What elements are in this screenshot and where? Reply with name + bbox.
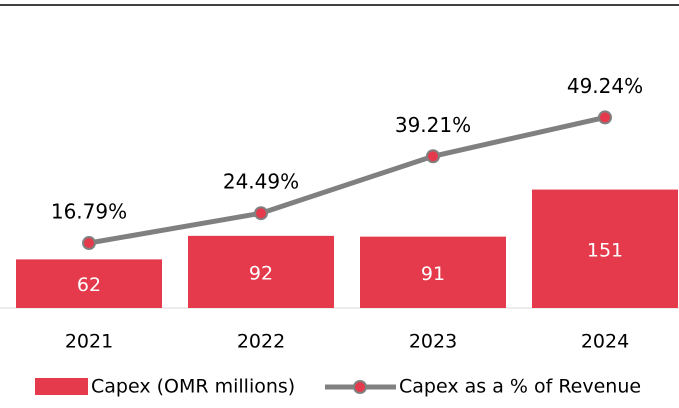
line	[88, 114, 606, 246]
line-marker	[254, 206, 268, 221]
bar-label: 91	[421, 263, 445, 285]
bar	[16, 259, 162, 308]
line-marker	[426, 149, 440, 164]
line-label: 16.79%	[51, 200, 127, 224]
bar	[532, 189, 678, 308]
x-tick-label: 2023	[409, 331, 457, 353]
bar-label: 62	[77, 274, 101, 296]
legend-label: Capex (OMR millions)	[91, 376, 295, 398]
line-marker	[598, 110, 612, 125]
x-tick-label: 2022	[237, 331, 285, 353]
line-marker	[82, 236, 96, 251]
bar	[188, 235, 334, 308]
legend-marker	[353, 380, 367, 394]
legend-label: Capex as a % of Revenue	[399, 376, 641, 398]
legend-swatch	[35, 378, 88, 395]
line-label: 39.21%	[395, 113, 471, 137]
line-label: 24.49%	[223, 170, 299, 194]
x-tick-label: 2024	[581, 331, 629, 353]
line-label: 49.24%	[567, 74, 643, 98]
bar-label: 92	[249, 262, 273, 284]
x-tick-label: 2021	[65, 331, 113, 353]
bar-label: 151	[587, 239, 623, 261]
bar	[360, 236, 506, 308]
